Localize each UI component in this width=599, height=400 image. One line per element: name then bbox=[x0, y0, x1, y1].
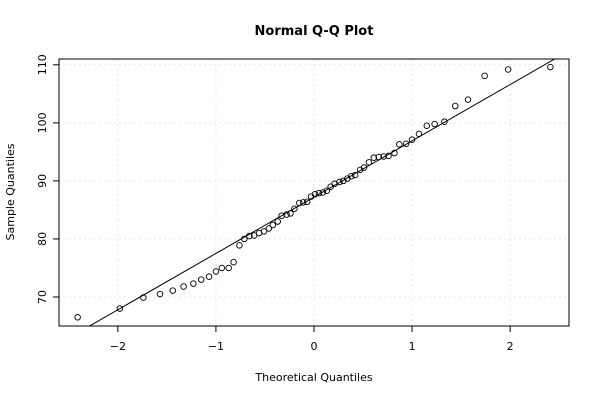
data-point bbox=[156, 290, 164, 298]
grid-lines bbox=[59, 59, 569, 326]
x-axis-label: Theoretical Quantiles bbox=[254, 371, 372, 384]
data-point bbox=[265, 225, 273, 232]
x-tick-label: 0 bbox=[311, 340, 318, 353]
data-point bbox=[431, 120, 438, 128]
y-tick-label: 90 bbox=[36, 174, 49, 188]
data-point bbox=[274, 218, 281, 225]
data-point bbox=[481, 72, 488, 80]
data-point bbox=[451, 102, 459, 110]
data-point bbox=[218, 264, 226, 272]
data-point bbox=[315, 189, 323, 197]
data-point bbox=[365, 159, 373, 166]
data-point bbox=[423, 122, 431, 129]
data-point bbox=[441, 118, 448, 125]
data-point bbox=[323, 187, 331, 195]
data-point bbox=[547, 63, 554, 71]
data-point bbox=[116, 305, 124, 312]
data-point bbox=[296, 199, 303, 207]
x-tick-label: −1 bbox=[208, 340, 224, 353]
data-point bbox=[504, 66, 512, 73]
y-tick-label: 110 bbox=[36, 54, 49, 75]
y-axis-label: Sample Quantiles bbox=[4, 143, 17, 240]
data-point bbox=[287, 210, 294, 217]
data-point bbox=[402, 140, 410, 147]
data-point bbox=[385, 152, 392, 160]
data-point bbox=[408, 136, 416, 143]
y-axis: 70 80 90 100 110 bbox=[36, 54, 59, 304]
x-tick-label: 2 bbox=[507, 340, 514, 353]
data-point bbox=[169, 287, 177, 294]
data-point bbox=[348, 172, 355, 180]
y-tick-label: 70 bbox=[36, 290, 49, 304]
data-point bbox=[225, 264, 232, 272]
y-tick-label: 80 bbox=[36, 232, 49, 246]
data-points bbox=[74, 63, 554, 321]
data-point bbox=[291, 205, 298, 213]
y-tick-label: 100 bbox=[36, 112, 49, 133]
data-point bbox=[269, 221, 277, 229]
data-point bbox=[241, 235, 248, 243]
data-point bbox=[190, 280, 197, 287]
data-point bbox=[180, 283, 187, 290]
data-point bbox=[303, 198, 311, 206]
data-point bbox=[360, 164, 368, 171]
data-point bbox=[336, 178, 343, 186]
data-point bbox=[260, 228, 268, 235]
data-point bbox=[370, 154, 378, 161]
data-point bbox=[415, 130, 423, 138]
data-point bbox=[74, 314, 81, 321]
data-point bbox=[212, 268, 220, 275]
data-point bbox=[464, 96, 472, 103]
x-tick-label: 1 bbox=[409, 340, 416, 353]
data-point bbox=[140, 294, 147, 301]
data-point bbox=[197, 276, 205, 283]
x-tick-label: −2 bbox=[110, 340, 126, 353]
data-point bbox=[236, 242, 243, 249]
data-point bbox=[283, 211, 290, 218]
data-point bbox=[380, 153, 387, 160]
chart-title: Normal Q-Q Plot bbox=[255, 24, 374, 39]
data-point bbox=[246, 232, 253, 240]
data-point bbox=[396, 141, 403, 148]
data-point bbox=[319, 189, 327, 196]
data-point bbox=[375, 153, 382, 161]
data-point bbox=[230, 258, 237, 266]
data-point bbox=[351, 171, 359, 179]
x-axis: −2 −1 0 1 2 bbox=[110, 326, 514, 353]
data-point bbox=[278, 212, 285, 219]
data-point bbox=[205, 273, 213, 280]
data-point bbox=[299, 199, 307, 206]
data-point bbox=[311, 190, 319, 198]
data-point bbox=[391, 149, 398, 157]
